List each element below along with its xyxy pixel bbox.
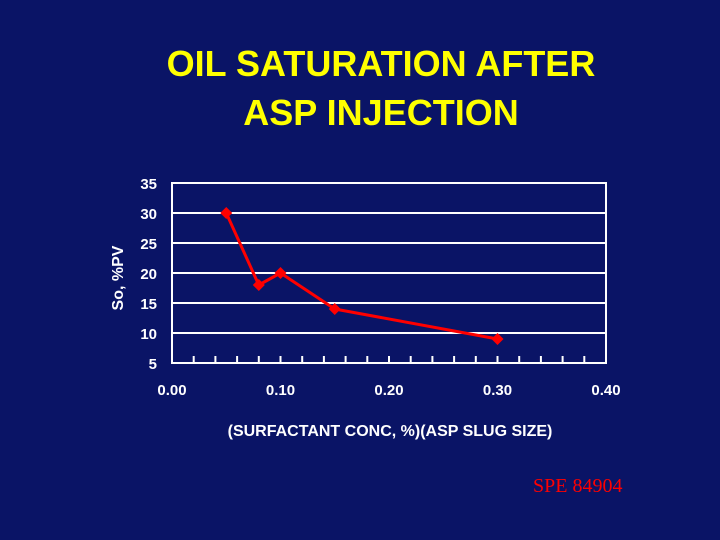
series-line [224, 212, 498, 341]
x-tick-label: 0.20 [374, 382, 403, 399]
grid-lines [172, 182, 606, 364]
y-tick-label: 30 [140, 206, 157, 223]
y-tick-label: 5 [149, 356, 157, 373]
x-tick-label: 0.00 [157, 382, 186, 399]
data-point-marker [274, 267, 287, 279]
data-point-marker [491, 333, 504, 345]
y-tick-label: 15 [140, 296, 157, 313]
y-tick-label: 10 [140, 326, 157, 343]
slide-title-line-2: ASP INJECTION [243, 92, 519, 133]
y-tick-label: 35 [140, 176, 157, 193]
y-tick-labels: 5 10 15 20 25 30 35 [140, 176, 157, 373]
x-tick-label: 0.10 [266, 382, 295, 399]
x-tick-label: 0.30 [483, 382, 512, 399]
y-tick-label: 20 [140, 266, 157, 283]
x-minor-ticks [171, 356, 607, 363]
data-point-marker [252, 279, 265, 291]
slide-title-line-1: OIL SATURATION AFTER [166, 43, 596, 84]
x-tick-labels: 0.00 0.10 0.20 0.30 0.40 [157, 382, 620, 399]
source-citation: SPE 84904 [533, 475, 623, 497]
y-tick-label: 25 [140, 236, 157, 253]
data-point-marker [220, 207, 233, 219]
x-axis-title: (SURFACTANT CONC, %)(ASP SLUG SIZE) [228, 423, 553, 440]
y-axis-title: So, %PV [110, 245, 127, 310]
series [220, 207, 504, 345]
data-point-marker [328, 303, 341, 315]
x-tick-label: 0.40 [591, 382, 620, 399]
